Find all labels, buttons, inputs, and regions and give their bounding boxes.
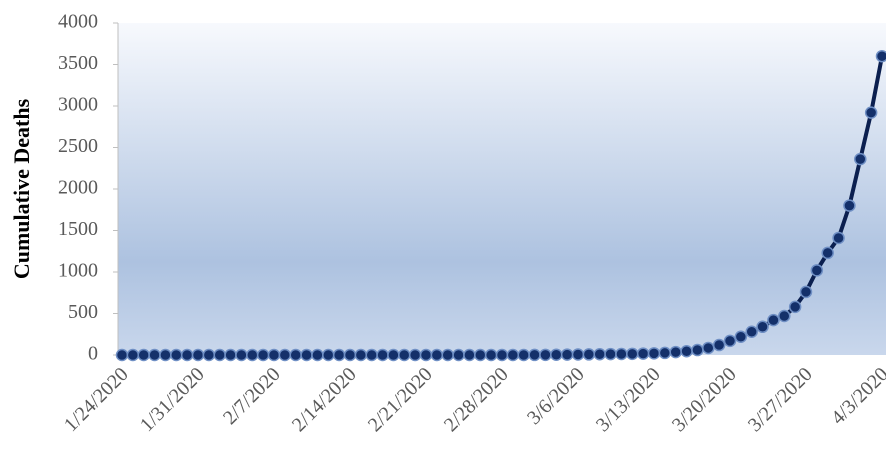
x-tick-label: 4/3/2020 xyxy=(827,363,886,429)
marker xyxy=(224,348,237,362)
marker xyxy=(126,348,140,362)
marker xyxy=(495,348,509,362)
marker xyxy=(246,348,259,362)
marker xyxy=(756,320,769,334)
y-tick-label: 2000 xyxy=(58,177,98,199)
marker xyxy=(615,347,628,361)
marker xyxy=(636,347,650,360)
marker xyxy=(343,348,357,362)
marker xyxy=(180,348,194,362)
plot-area xyxy=(118,23,886,355)
marker xyxy=(680,345,693,358)
marker xyxy=(626,347,639,361)
marker xyxy=(387,348,400,362)
marker xyxy=(354,348,368,362)
marker xyxy=(712,338,726,352)
marker xyxy=(799,285,813,299)
marker xyxy=(365,348,378,362)
x-tick-label: 2/21/2020 xyxy=(364,363,437,436)
marker xyxy=(821,246,834,260)
marker xyxy=(311,348,324,362)
x-tick-label: 2/14/2020 xyxy=(288,363,361,436)
marker xyxy=(191,348,205,362)
y-tick-label: 0 xyxy=(88,343,98,365)
marker xyxy=(235,348,248,362)
marker xyxy=(539,348,552,362)
marker xyxy=(398,348,411,362)
y-axis-label: Cumulative Deaths xyxy=(9,98,34,279)
x-tick-label: 1/31/2020 xyxy=(136,363,209,436)
marker xyxy=(875,49,886,63)
marker xyxy=(691,343,704,357)
marker xyxy=(376,348,389,362)
marker xyxy=(788,300,802,314)
marker xyxy=(843,199,856,212)
marker xyxy=(474,348,487,362)
y-tick-label: 1500 xyxy=(58,218,98,240)
marker xyxy=(137,348,150,362)
marker xyxy=(604,347,617,361)
marker xyxy=(517,348,530,362)
marker xyxy=(441,348,454,362)
marker xyxy=(463,348,476,362)
marker xyxy=(148,348,161,362)
marker xyxy=(560,348,574,361)
y-tick-label: 1000 xyxy=(58,260,98,282)
marker xyxy=(582,348,596,361)
y-tick-label: 4000 xyxy=(58,11,98,33)
marker xyxy=(452,348,465,362)
marker xyxy=(430,348,444,362)
marker xyxy=(278,348,292,362)
marker xyxy=(332,348,346,362)
marker xyxy=(734,330,748,343)
marker xyxy=(408,348,422,362)
marker xyxy=(647,347,661,360)
y-tick-label: 2500 xyxy=(58,135,98,157)
marker xyxy=(658,346,672,360)
marker xyxy=(267,348,281,362)
y-tick-label: 500 xyxy=(68,301,98,323)
marker xyxy=(213,348,226,362)
x-tick-label: 3/6/2020 xyxy=(523,363,589,429)
marker xyxy=(745,325,758,339)
x-tick-label: 2/7/2020 xyxy=(219,363,285,429)
x-tick-label: 3/20/2020 xyxy=(668,363,741,436)
x-tick-label: 3/27/2020 xyxy=(744,363,817,436)
marker xyxy=(702,341,715,355)
marker xyxy=(202,348,216,362)
marker xyxy=(506,348,520,362)
marker xyxy=(256,348,270,362)
marker xyxy=(810,264,824,277)
marker xyxy=(484,348,498,362)
x-tick-label: 2/28/2020 xyxy=(440,363,513,436)
x-tick-label: 1/24/2020 xyxy=(60,363,133,436)
y-tick-label: 3500 xyxy=(58,52,98,74)
marker xyxy=(778,309,791,323)
marker xyxy=(593,348,606,361)
marker xyxy=(159,348,172,362)
x-tick-label: 3/13/2020 xyxy=(592,363,665,436)
marker xyxy=(550,348,563,362)
marker xyxy=(864,106,878,119)
marker xyxy=(300,348,313,362)
marker xyxy=(723,334,737,348)
marker xyxy=(289,348,302,362)
marker xyxy=(854,152,867,166)
marker xyxy=(419,348,433,362)
marker xyxy=(767,313,780,327)
marker xyxy=(528,348,541,362)
marker xyxy=(322,348,335,362)
marker xyxy=(170,348,183,362)
marker xyxy=(832,231,845,245)
marker xyxy=(669,345,682,359)
marker xyxy=(115,348,129,362)
marker xyxy=(571,348,585,361)
y-tick-label: 3000 xyxy=(58,94,98,116)
